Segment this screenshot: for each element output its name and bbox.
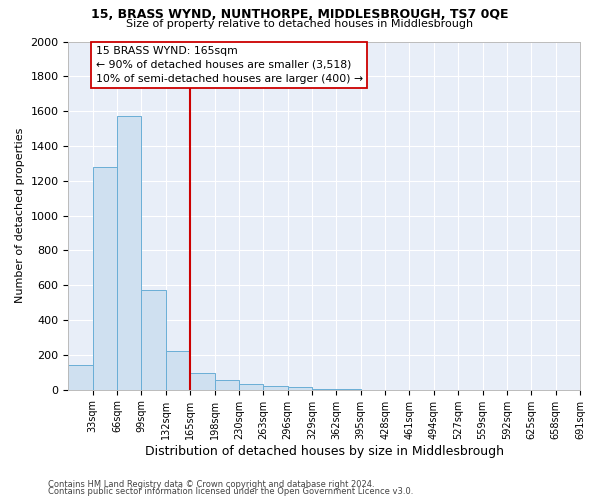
Text: Contains public sector information licensed under the Open Government Licence v3: Contains public sector information licen… bbox=[48, 487, 413, 496]
Text: 15, BRASS WYND, NUNTHORPE, MIDDLESBROUGH, TS7 0QE: 15, BRASS WYND, NUNTHORPE, MIDDLESBROUGH… bbox=[91, 8, 509, 20]
Bar bbox=[190, 373, 215, 390]
X-axis label: Distribution of detached houses by size in Middlesbrough: Distribution of detached houses by size … bbox=[145, 444, 504, 458]
Text: 15 BRASS WYND: 165sqm
← 90% of detached houses are smaller (3,518)
10% of semi-d: 15 BRASS WYND: 165sqm ← 90% of detached … bbox=[96, 46, 363, 84]
Text: Size of property relative to detached houses in Middlesbrough: Size of property relative to detached ho… bbox=[127, 19, 473, 29]
Text: Contains HM Land Registry data © Crown copyright and database right 2024.: Contains HM Land Registry data © Crown c… bbox=[48, 480, 374, 489]
Y-axis label: Number of detached properties: Number of detached properties bbox=[15, 128, 25, 304]
Bar bbox=[239, 384, 263, 390]
Bar bbox=[142, 290, 166, 390]
Bar bbox=[312, 389, 337, 390]
Bar bbox=[117, 116, 142, 390]
Bar bbox=[93, 167, 117, 390]
Bar bbox=[287, 388, 312, 390]
Bar bbox=[215, 380, 239, 390]
Bar bbox=[68, 366, 93, 390]
Bar bbox=[263, 386, 287, 390]
Bar bbox=[166, 352, 190, 390]
